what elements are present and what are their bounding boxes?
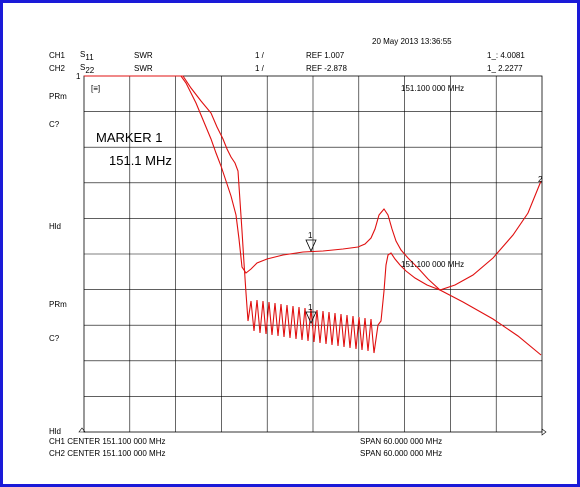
trace-plot (78, 75, 547, 436)
right-edge-marker (541, 428, 547, 436)
ch2-param: S22 (80, 63, 95, 75)
ch1-scale: 1 / (255, 51, 264, 60)
ch1-center-frequency: CH1 CENTER 151.100 000 MHz (49, 437, 166, 446)
marker-2-tag: 2 (538, 175, 543, 184)
marker-1-lower-triangle (305, 311, 317, 324)
marker-1-upper (305, 239, 317, 252)
side-label-c-1: C? (49, 120, 60, 129)
side-label-c-2: C? (49, 334, 60, 343)
ch1-span: SPAN 60.000 000 MHz (360, 437, 443, 446)
ch2-scale: 1 / (255, 64, 264, 73)
left-edge-marker (78, 427, 86, 433)
side-label-prm-2: PRm (49, 300, 67, 309)
ch1-param: S11 (80, 50, 94, 62)
ch2-format: SWR (134, 64, 153, 73)
ch1-trace (84, 75, 542, 356)
ch1-marker-readout: 1_: 4.0081 (487, 51, 525, 60)
ch2-center-frequency: CH2 CENTER 151.100 000 MHz (49, 449, 166, 458)
side-label-hld-1: Hld (49, 222, 62, 231)
marker-1-upper-tag: 1 (308, 231, 313, 240)
marker-1-lower (305, 311, 317, 324)
ch1-label: CH1 (49, 51, 66, 60)
timestamp: 20 May 2013 13:36:55 (372, 37, 452, 46)
display-mode-icon: [≡] (91, 84, 101, 93)
ch1-format: SWR (134, 51, 153, 60)
marker-freq-label-lower: 151.100 000 MHz (401, 260, 465, 269)
ch2-trace (84, 75, 542, 354)
side-label-prm-1: PRm (49, 92, 67, 101)
ch1-reference: REF 1.007 (306, 51, 345, 60)
marker-freq-label-upper: 151.100 000 MHz (401, 84, 465, 93)
ch2-reference: REF -2.878 (306, 64, 347, 73)
ch2-label: CH2 (49, 64, 66, 73)
marker-1-upper-triangle (305, 239, 317, 252)
ref-marker-1: 1 (76, 72, 81, 81)
marker-box-title: MARKER 1 (96, 130, 163, 145)
side-label-hld-2: Hld (49, 427, 62, 436)
ch2-span: SPAN 60.000 000 MHz (360, 449, 443, 458)
ch2-marker-readout: 1_ 2.2277 (487, 64, 523, 73)
marker-box-value: 151.1 MHz (109, 153, 172, 168)
marker-1-lower-tag: 1 (308, 303, 313, 312)
plot-border (83, 75, 543, 433)
